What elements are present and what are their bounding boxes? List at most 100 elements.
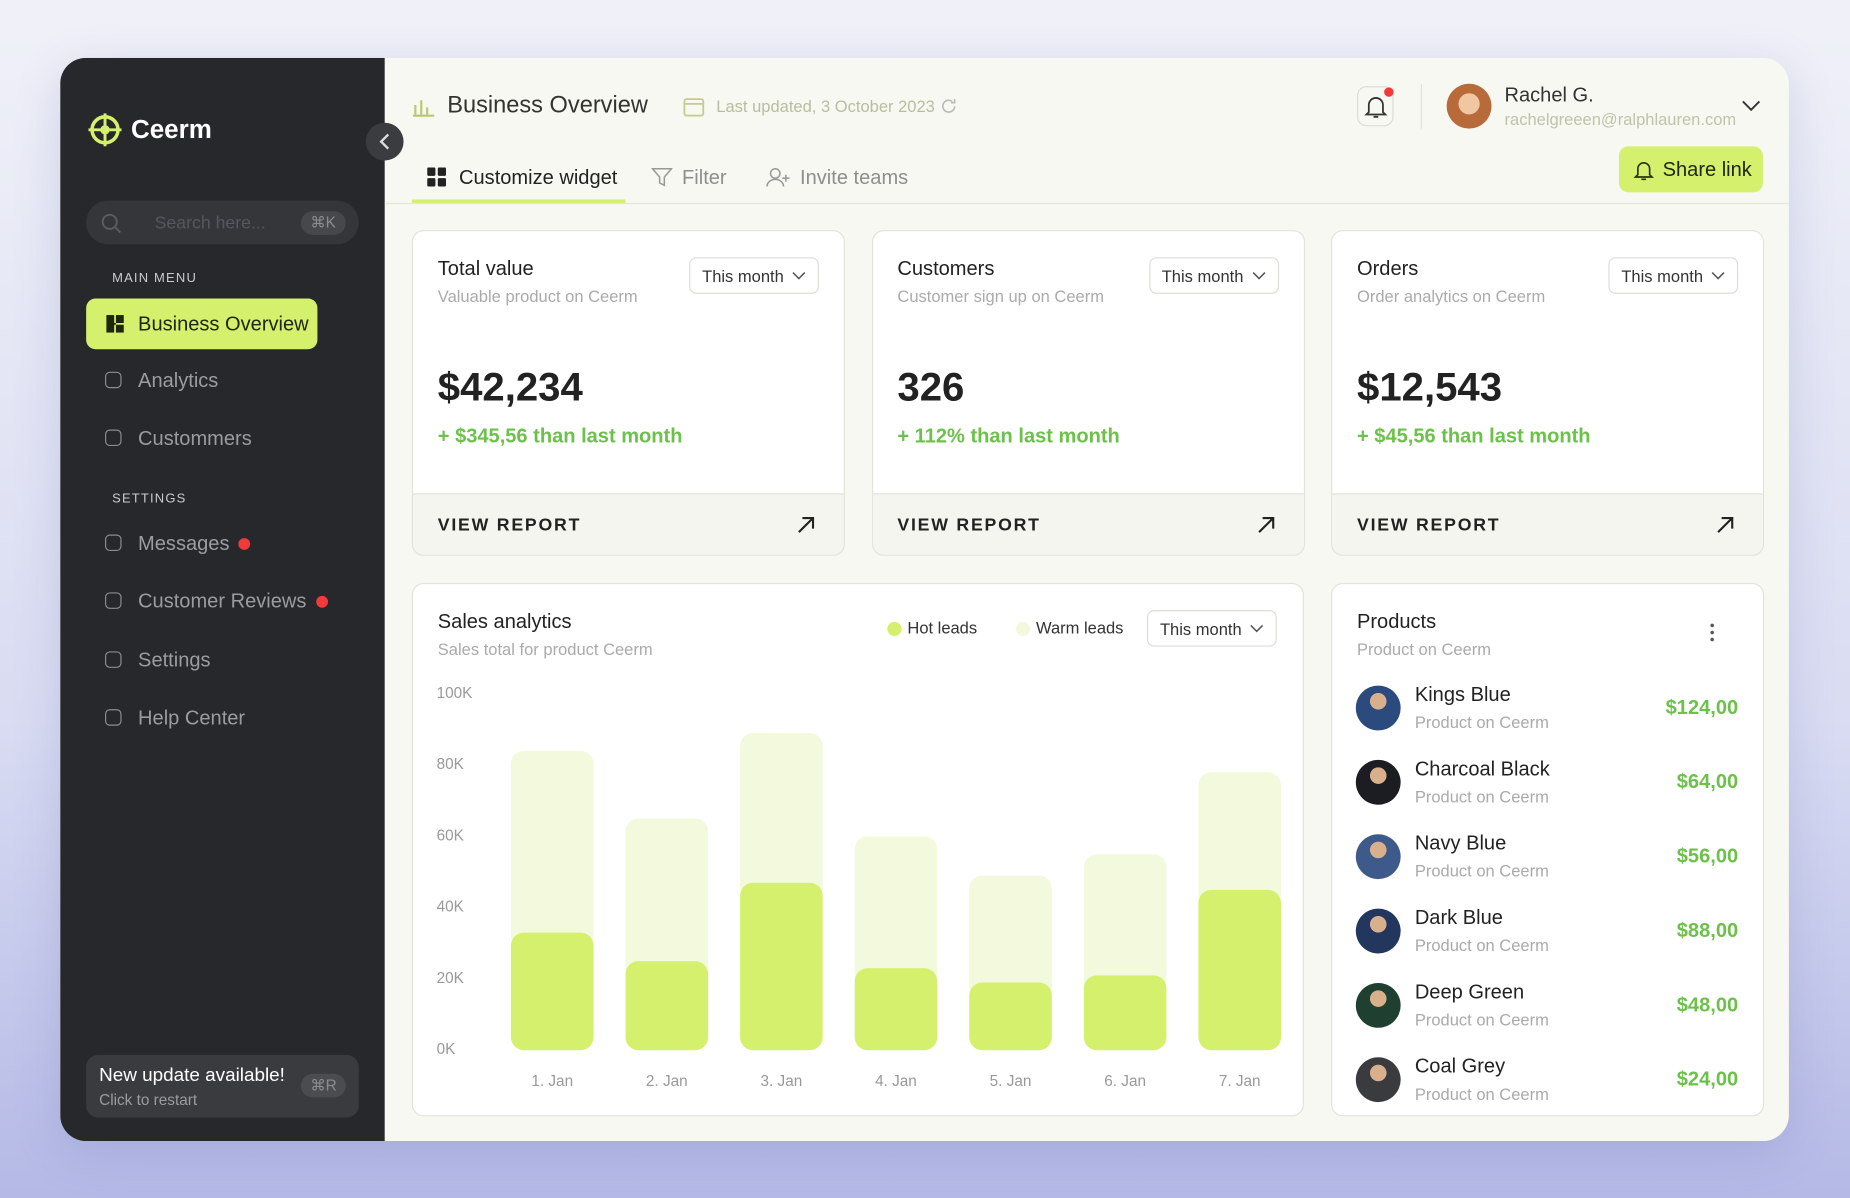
brand-logo [88, 113, 122, 147]
period-label: This month [1161, 266, 1244, 286]
product-price: $88,00 [1676, 919, 1739, 942]
card-value: 326 [897, 365, 965, 411]
view-report: VIEW REPORT [437, 515, 582, 536]
share-label: Share link [1662, 158, 1752, 181]
notification-button[interactable] [1357, 86, 1394, 127]
search-box[interactable]: Search here... ⌘K [86, 200, 359, 245]
collapse-button[interactable] [365, 122, 404, 161]
stat-card: Customers Customer sign up on Ceerm This m… [871, 230, 1305, 556]
tab[interactable]: Invite teams [800, 166, 909, 189]
sidebar: Ceerm Search here... ⌘K MAIN MENU SETTIN… [60, 57, 385, 1142]
card-title: Total value [437, 257, 534, 280]
card-footer[interactable]: VIEW REPORT [1332, 493, 1763, 555]
product-image [1355, 908, 1401, 954]
arrow-icon [1717, 516, 1734, 533]
divider [1420, 83, 1422, 129]
bar-segment [854, 968, 938, 1051]
x-tick-label: 1. Jan [531, 1073, 573, 1090]
menu-icon [106, 315, 124, 333]
period-label: This month [1159, 619, 1242, 639]
invite-icon [766, 167, 790, 187]
badge-dot [316, 596, 329, 609]
section-label: SETTINGS [112, 492, 187, 507]
chart-subtitle: Sales total for product Ceerm [437, 639, 653, 659]
period-dropdown[interactable]: This month [689, 257, 819, 294]
menu-icon [105, 592, 122, 610]
menu-item[interactable]: Settings [138, 648, 211, 671]
shortcut: ⌘K [300, 211, 346, 235]
period-dropdown[interactable]: This month [1608, 257, 1739, 294]
menu-item[interactable]: Custommers [138, 427, 252, 450]
product-image [1355, 685, 1401, 731]
user-name: Rachel G. [1504, 83, 1594, 107]
last-updated: Last updated, 3 October 2023 [716, 96, 935, 116]
y-tick-label: 20K [437, 970, 465, 987]
search-placeholder: Search here... [154, 212, 266, 234]
bell-icon [1633, 162, 1654, 181]
period-label: This month [1621, 266, 1704, 286]
chart: 0K 20K 40K 60K 80K 100K Hot leads Warm leads 1. … [437, 619, 1282, 1090]
product-name: Coal Grey [1414, 1054, 1506, 1078]
product-subtitle: Product on Ceerm [1414, 1010, 1549, 1029]
period-dropdown[interactable]: This month [1146, 610, 1277, 647]
legend-label: Hot leads [907, 619, 977, 637]
product-name: Navy Blue [1414, 831, 1507, 855]
dropdown-icon[interactable] [1740, 97, 1761, 116]
products-title: Products [1357, 610, 1437, 633]
arrow-icon [1257, 516, 1274, 533]
card-footer[interactable]: VIEW REPORT [412, 493, 844, 555]
menu-icon [105, 534, 122, 552]
period-dropdown[interactable]: This month [1148, 257, 1279, 294]
product-name: Kings Blue [1414, 683, 1511, 706]
menu-item[interactable]: Help Center [138, 706, 246, 730]
view-report: VIEW REPORT [897, 515, 1041, 536]
card-footer[interactable]: VIEW REPORT [872, 493, 1304, 555]
dropdown-icon [792, 272, 806, 280]
filter-icon [651, 167, 673, 187]
x-tick-label: 7. Jan [1219, 1073, 1261, 1090]
menu-icon [105, 650, 122, 668]
menu-item[interactable]: Customer Reviews [138, 590, 307, 613]
y-tick-label: 0K [437, 1041, 457, 1058]
product-name: Dark Blue [1414, 906, 1503, 929]
product-image [1355, 759, 1401, 805]
dropdown-icon [1250, 624, 1264, 633]
share-button[interactable]: Share link [1618, 146, 1763, 193]
bar-segment [625, 961, 709, 1051]
x-tick-label: 6. Jan [1104, 1073, 1146, 1090]
bar-segment [1083, 975, 1167, 1051]
dropdown-icon [1252, 272, 1265, 280]
product-price: $48,00 [1676, 993, 1739, 1016]
dropdown-icon [1711, 272, 1725, 280]
y-tick-label: 100K [437, 685, 474, 702]
products-subtitle: Product on Ceerm [1357, 639, 1492, 659]
product-price: $56,00 [1676, 844, 1739, 868]
menu-item[interactable]: Messages [138, 532, 230, 555]
view-report: VIEW REPORT [1357, 515, 1501, 536]
bar-segment [740, 882, 823, 1051]
x-tick-label: 5. Jan [990, 1073, 1032, 1090]
more-icon[interactable] [1707, 622, 1716, 643]
arrow-icon [798, 516, 815, 533]
bell-icon [1364, 87, 1394, 118]
sales-card: Sales analytics Sales total for product … [411, 582, 1304, 1117]
tab[interactable]: Customize widget [459, 166, 618, 189]
product-subtitle: Product on Ceerm [1414, 787, 1549, 806]
menu-item-active[interactable]: Business Overview [86, 298, 318, 350]
card-subtitle: Valuable product on Ceerm [437, 286, 638, 306]
update-box[interactable]: New update available! Click to restart ⌘… [86, 1054, 359, 1118]
menu-icon [105, 429, 122, 447]
product-image [1355, 1057, 1401, 1103]
tab[interactable]: Filter [682, 166, 727, 189]
card-change: + 112% than last month [897, 424, 1120, 448]
avatar [1446, 83, 1492, 129]
refresh-icon[interactable] [939, 97, 958, 116]
product-price: $64,00 [1676, 770, 1739, 793]
bar-segment [969, 875, 1052, 1000]
chevron-icon [379, 133, 390, 150]
product-name: Charcoal Black [1414, 757, 1550, 780]
bar-segment [625, 818, 709, 978]
menu-item[interactable]: Analytics [138, 369, 219, 392]
bar-segment [510, 932, 594, 1051]
period-label: This month [702, 266, 784, 286]
